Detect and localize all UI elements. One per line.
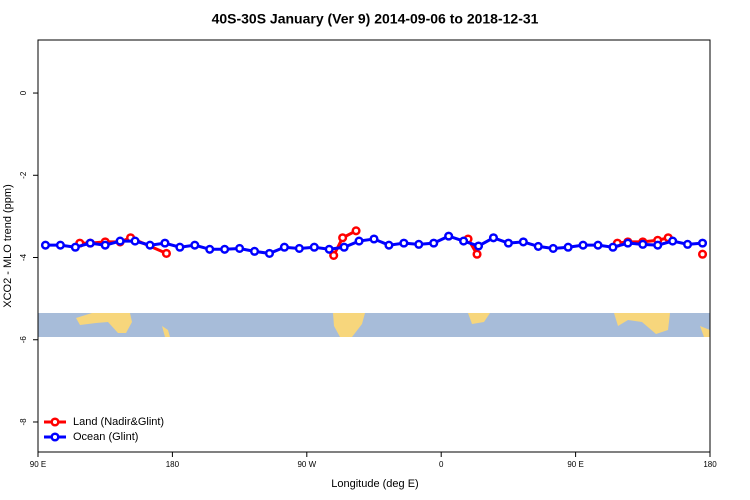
landmass: [614, 313, 670, 334]
legend-label: Land (Nadir&Glint): [73, 416, 164, 428]
landmass: [333, 313, 365, 337]
data-point: [190, 240, 200, 250]
data-point: [130, 236, 140, 246]
data-point: [175, 242, 185, 252]
data-point: [429, 238, 439, 248]
data-point: [160, 238, 170, 248]
legend-marker: [50, 432, 60, 442]
data-point: [309, 242, 319, 252]
data-point: [369, 234, 379, 244]
data-point: [503, 238, 513, 248]
map-strip: [38, 313, 710, 337]
data-point: [55, 240, 65, 250]
landmass: [468, 313, 490, 324]
data-point: [578, 240, 588, 250]
ocean-background: [38, 313, 710, 337]
data-point: [593, 240, 603, 250]
data-point: [563, 242, 573, 252]
data-point: [115, 236, 125, 246]
y-axis-label: XCO2 - MLO trend (ppm): [2, 184, 14, 307]
y-tick-label: 0: [19, 90, 28, 95]
data-point: [697, 249, 708, 259]
legend-label: Ocean (Glint): [73, 431, 138, 443]
data-point: [264, 248, 275, 258]
data-point: [488, 233, 499, 243]
data-point: [329, 250, 339, 261]
data-point: [608, 242, 618, 252]
data-point: [161, 248, 171, 258]
data-point: [338, 233, 348, 243]
data-point: [339, 242, 349, 252]
data-point: [384, 240, 394, 250]
data-point: [351, 226, 361, 236]
data-point: [399, 238, 409, 248]
data-point: [70, 242, 80, 252]
x-tick-label: 180: [703, 460, 717, 469]
x-tick-label: 180: [166, 460, 180, 469]
data-point: [459, 236, 469, 246]
plot-frame: [37, 39, 711, 453]
data-point: [653, 240, 663, 250]
landmass: [76, 313, 132, 333]
data-point: [249, 246, 260, 256]
data-point: [235, 243, 245, 254]
data-point: [324, 244, 334, 254]
legend-marker: [50, 417, 60, 427]
data-point: [100, 240, 110, 250]
x-tick-label: 90 E: [567, 460, 583, 469]
x-tick-label: 0: [439, 460, 444, 469]
data-point: [638, 239, 648, 249]
data-point: [697, 238, 708, 248]
data-point: [145, 240, 155, 250]
data-point: [85, 238, 95, 248]
data-point: [668, 236, 678, 246]
data-point: [472, 249, 482, 259]
data-point: [533, 241, 543, 251]
y-tick-label: -2: [19, 171, 28, 179]
data-point: [205, 244, 215, 254]
x-axis-label: Longitude (deg E): [331, 478, 418, 490]
data-point: [294, 243, 304, 254]
data-point: [623, 238, 633, 248]
data-point: [683, 239, 693, 249]
data-point: [279, 242, 289, 252]
y-tick-label: -4: [19, 253, 28, 261]
data-point: [354, 236, 364, 246]
data-point: [40, 240, 51, 250]
y-tick-label: -6: [19, 336, 28, 344]
y-tick-label: -8: [19, 418, 28, 426]
landmass: [162, 326, 170, 337]
data-point: [414, 239, 424, 249]
data-point: [444, 231, 454, 241]
data-point: [548, 243, 558, 254]
x-tick-label: 90 W: [297, 460, 316, 469]
data-point: [473, 241, 484, 251]
chart-title: 40S-30S January (Ver 9) 2014-09-06 to 20…: [212, 11, 539, 27]
x-tick-label: 90 E: [30, 460, 46, 469]
data-point: [518, 237, 528, 247]
data-point: [220, 244, 230, 254]
landmass: [700, 326, 710, 337]
